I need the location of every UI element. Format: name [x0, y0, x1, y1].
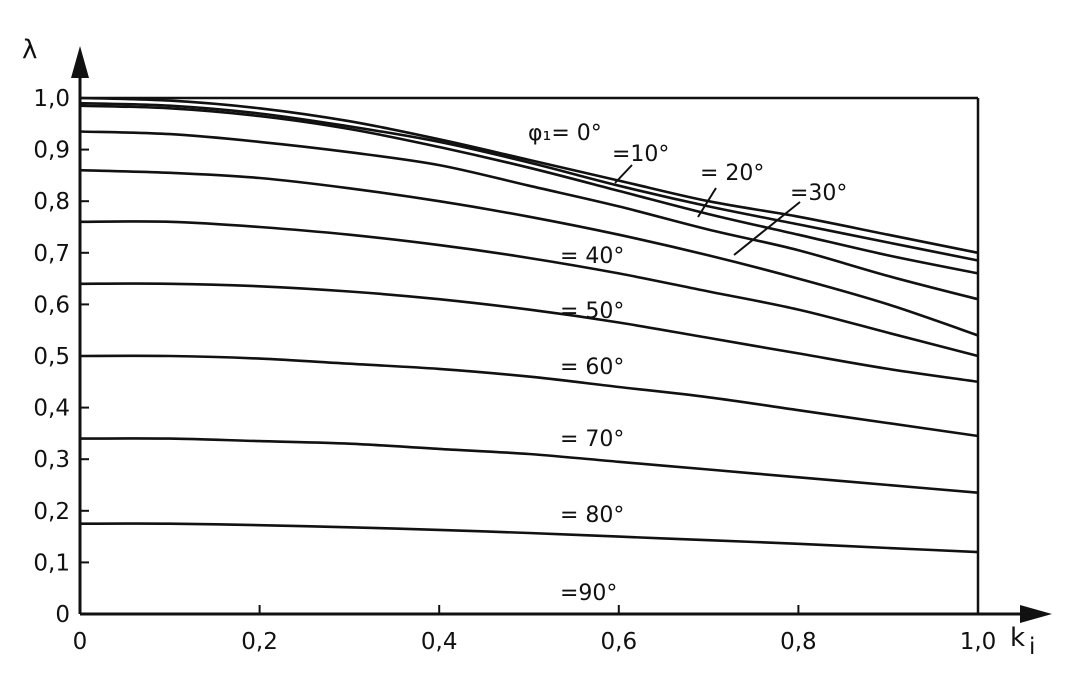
x-tick-label: 0,8 [780, 629, 817, 655]
x-tick-label: 0,2 [241, 629, 278, 655]
x-tick-label: 0,6 [601, 629, 638, 655]
tick-labels: 0 0,1 0,2 0,3 0,4 0,5 0,6 0,7 0,8 0,9 1,0 0 0,2 0,4 0,… [33, 86, 996, 655]
curve-label: =90° [560, 581, 617, 606]
x-axis-label: k [1010, 623, 1025, 653]
x-axis-label-subscript: i [1029, 634, 1035, 660]
y-tick-label: 0 [55, 602, 70, 628]
curve-label: =10° [612, 142, 669, 167]
y-tick-label: 0,6 [33, 292, 70, 318]
y-tick-label: 0,8 [33, 189, 70, 215]
leader-line-10 [614, 164, 633, 184]
x-tick-label: 0 [73, 629, 88, 655]
leader-line-20 [697, 187, 717, 218]
series-line [79, 437, 979, 494]
curve-label: = 50° [560, 299, 624, 324]
series-line [79, 96, 979, 255]
y-tick-label: 0,4 [33, 396, 70, 422]
series-line [79, 101, 979, 262]
series-line [79, 354, 979, 438]
curve-label: = 40° [560, 244, 624, 269]
y-tick-label: 0,3 [33, 447, 70, 473]
y-tick-label: 0,7 [33, 241, 70, 267]
x-tick-label: 1,0 [960, 629, 997, 655]
label-leader-lines [614, 164, 801, 256]
curve-label: =30° [790, 181, 847, 206]
curve-label: = 60° [560, 355, 624, 380]
series-line [79, 282, 979, 384]
y-tick-label: 0,5 [33, 344, 70, 370]
y-tick-label: 1,0 [33, 86, 70, 112]
curve-label: = 70° [560, 427, 624, 452]
series-group [79, 96, 979, 554]
series-line [79, 522, 979, 554]
y-tick-label: 0,1 [33, 550, 70, 576]
leader-line-30 [733, 201, 801, 256]
series-line [79, 130, 979, 301]
axis-labels: λ k i [22, 35, 1035, 660]
series-line [79, 220, 979, 358]
y-tick-label: 0,9 [33, 138, 70, 164]
curve-labels: φ₁= 0° =10° = 20° =30° = 40° = 50° = 60° = 70° =… [528, 121, 847, 606]
series-line [79, 104, 979, 275]
curve-label: φ₁= 0° [528, 121, 602, 146]
curve-label: = 20° [700, 161, 764, 186]
curve-label: = 80° [560, 503, 624, 528]
y-tick-label: 0,2 [33, 499, 70, 525]
x-axis-arrowhead [1020, 605, 1052, 623]
series-line [79, 168, 979, 337]
y-axis-label: λ [22, 35, 37, 65]
y-axis-arrowhead [71, 46, 89, 78]
x-tick-label: 0,4 [421, 629, 458, 655]
